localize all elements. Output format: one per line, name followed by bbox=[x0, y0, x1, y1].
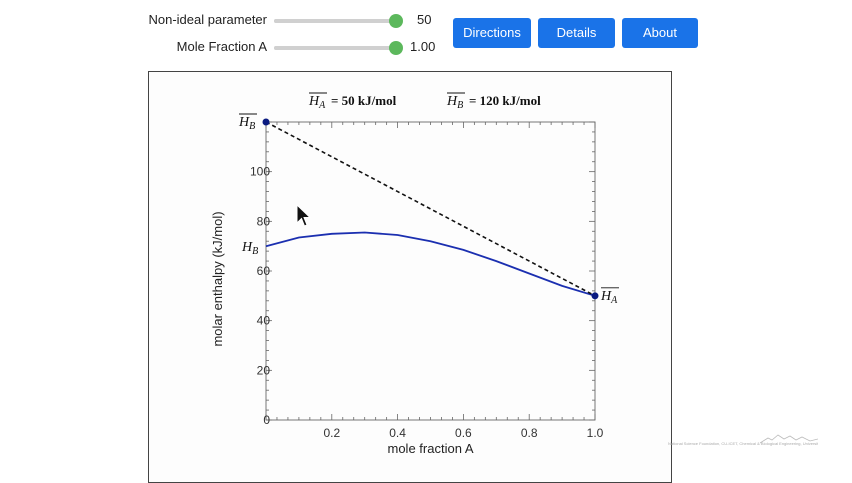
watermark: National Science Foundation, CU-ICET, Ch… bbox=[668, 434, 818, 454]
nonideal-value: 50 bbox=[417, 12, 432, 27]
y-tick-label: 20 bbox=[257, 363, 271, 377]
header-hb-value: = 120 kJ/mol bbox=[469, 93, 541, 108]
molefraction-slider[interactable] bbox=[274, 37, 403, 59]
y-axis-label: molar enthalpy (kJ/mol) bbox=[210, 211, 225, 346]
x-tick-label: 0.4 bbox=[389, 426, 406, 440]
directions-button[interactable]: Directions bbox=[453, 18, 531, 48]
mountain-logo-icon bbox=[760, 434, 818, 444]
hbar-b-label: HB bbox=[238, 115, 255, 132]
tangent-line bbox=[265, 121, 596, 297]
hbar-a-label: HA bbox=[600, 289, 618, 306]
plot-frame bbox=[265, 121, 596, 421]
molefraction-label: Mole Fraction A bbox=[176, 39, 267, 54]
y-tick-label: 40 bbox=[257, 314, 271, 328]
details-button[interactable]: Details bbox=[538, 18, 615, 48]
hbar-a-point bbox=[591, 292, 599, 300]
x-tick-label: 1.0 bbox=[587, 426, 604, 440]
nonideal-control: Non-ideal parameter 50 bbox=[0, 10, 852, 32]
nonideal-slider[interactable] bbox=[274, 10, 403, 32]
plot-panel: 0.2 0.4 0.6 0.8 1.0 0 20 40 60 80 100 mole fraction… bbox=[148, 71, 672, 483]
h-b-label: HB bbox=[241, 240, 258, 257]
molefraction-control: Mole Fraction A 1.00 bbox=[0, 37, 852, 59]
x-tick-label: 0.8 bbox=[521, 426, 538, 440]
header-hb-symbol: HB bbox=[446, 94, 463, 111]
y-tick-label: 80 bbox=[257, 214, 271, 228]
nonideal-label: Non-ideal parameter bbox=[148, 12, 267, 27]
nonideal-slider-thumb[interactable] bbox=[389, 14, 403, 28]
header-ha-symbol: HA bbox=[308, 94, 326, 111]
x-axis-label: mole fraction A bbox=[388, 441, 474, 456]
y-tick-label: 60 bbox=[257, 264, 271, 278]
molefraction-slider-thumb[interactable] bbox=[389, 41, 403, 55]
about-button[interactable]: About bbox=[622, 18, 698, 48]
cursor-icon bbox=[296, 204, 312, 227]
enthalpy-chart: 0.2 0.4 0.6 0.8 1.0 0 20 40 60 80 100 mole fraction… bbox=[210, 92, 619, 456]
enthalpy-curve bbox=[265, 231, 596, 297]
y-tick-label: 100 bbox=[250, 165, 270, 179]
watermark-text: National Science Foundation, CU-ICET, Ch… bbox=[668, 441, 818, 446]
header-ha-value: = 50 kJ/mol bbox=[331, 93, 397, 108]
y-tick-label: 0 bbox=[263, 413, 270, 427]
x-tick-label: 0.6 bbox=[455, 426, 472, 440]
molefraction-slider-fill bbox=[274, 46, 396, 50]
hbar-b-point bbox=[262, 118, 270, 126]
nonideal-slider-fill bbox=[274, 19, 396, 23]
molefraction-value: 1.00 bbox=[410, 39, 436, 54]
x-tick-label: 0.2 bbox=[323, 426, 340, 440]
